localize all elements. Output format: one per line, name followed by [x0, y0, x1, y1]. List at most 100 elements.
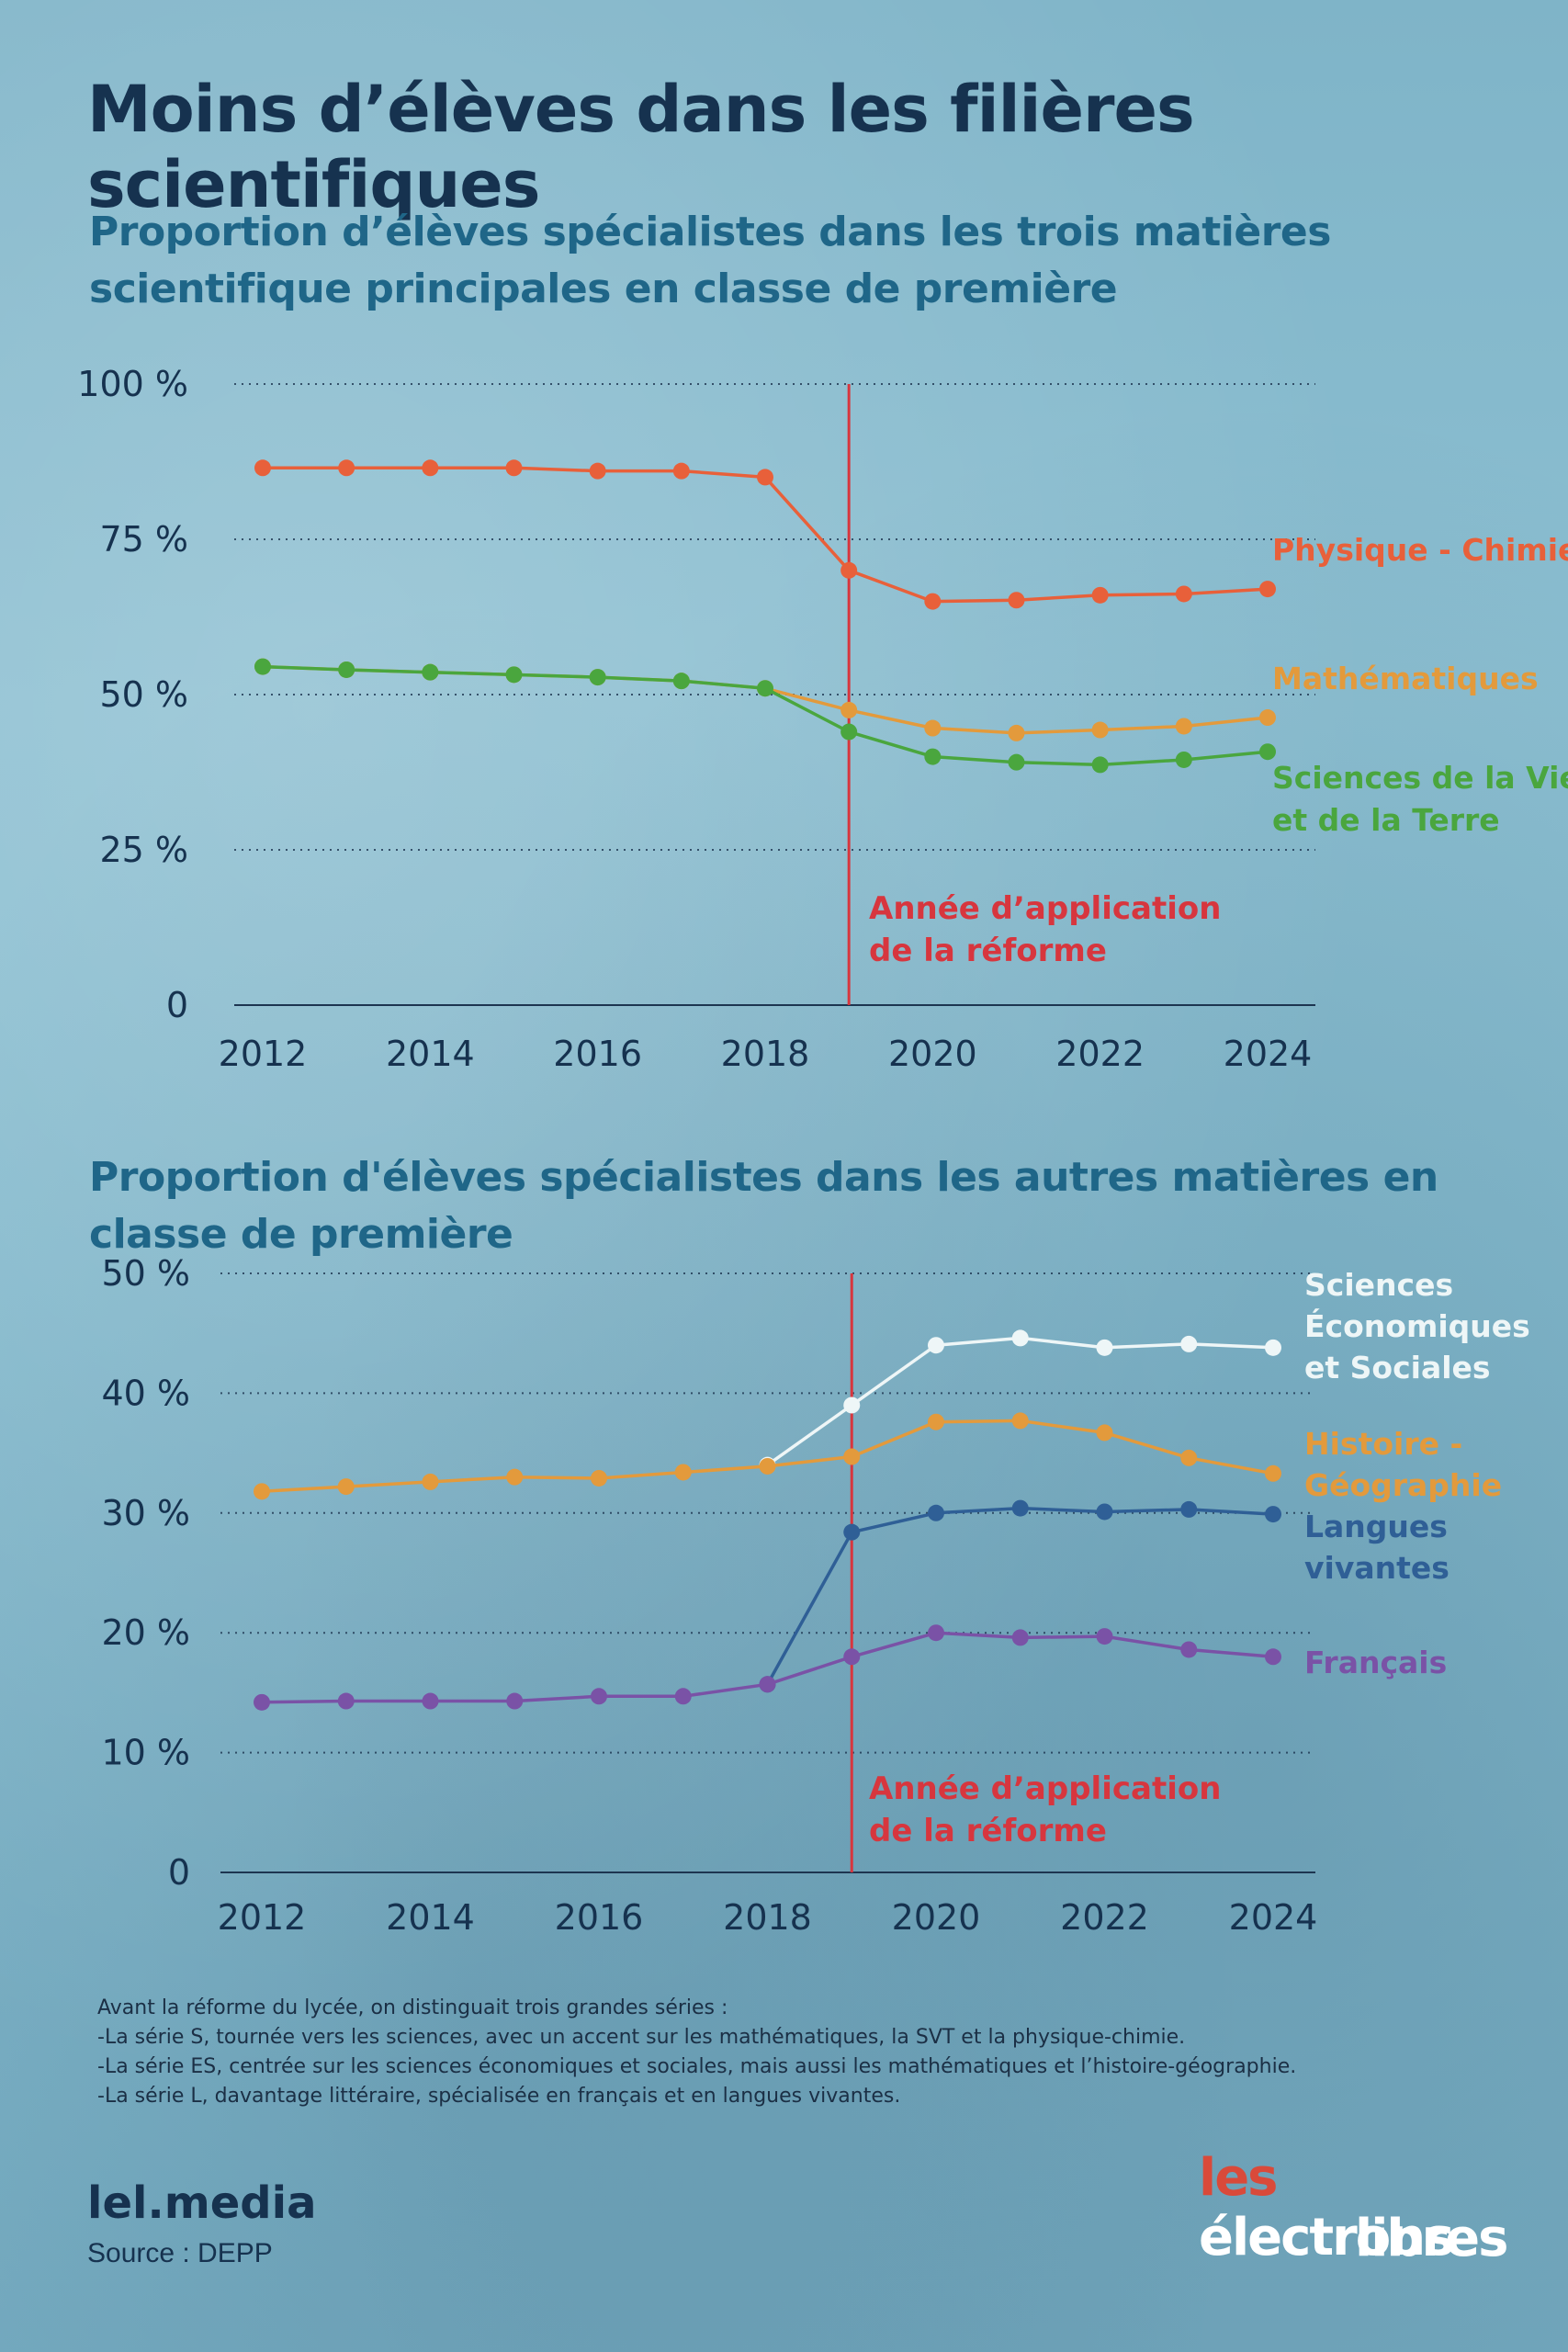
footnote-line: -La série L, davantage littéraire, spéci…	[97, 2085, 901, 2108]
data-point-sciences-de-la-vie-et-de-la-terre	[924, 748, 942, 765]
data-point-francais	[254, 1693, 270, 1711]
data-point-francais	[591, 1688, 607, 1705]
data-point-physique-chimie	[422, 459, 439, 477]
data-point-langues-vivantes	[1180, 1500, 1198, 1518]
data-point-physique-chimie	[1091, 586, 1109, 604]
data-point-histoire-geographie	[422, 1473, 439, 1490]
data-point-sciences-de-la-vie-et-de-la-terre	[589, 669, 606, 686]
reform-annotation-label: de la réforme	[869, 1813, 1107, 1849]
x-tick-label: 2012	[219, 1034, 308, 1074]
data-point-physique-chimie	[589, 462, 606, 480]
series-label-langues-vivantes: vivantes	[1304, 1550, 1450, 1586]
series-label-francais: Français	[1304, 1645, 1447, 1680]
series-label-histoire-geographie: Géographie	[1304, 1467, 1502, 1503]
chart-2-other-subjects: 0 10 % 20 % 30 % 40 % 50 % 2012 2014 2016 2018 202…	[101, 1253, 1530, 1938]
y-tick-label: 20 %	[101, 1612, 190, 1653]
data-point-mathematiques	[1008, 724, 1025, 741]
data-point-langues-vivantes	[843, 1523, 861, 1541]
data-point-sciences-de-la-vie-et-de-la-terre	[672, 673, 690, 690]
data-point-sciences-economiques-et-sociales	[1265, 1339, 1281, 1356]
data-point-sciences-economiques-et-sociales	[1096, 1339, 1113, 1356]
data-point-langues-vivantes	[1265, 1506, 1281, 1523]
x-tick-label: 2014	[386, 1897, 475, 1938]
chart-1-sciences: 0 25 % 50 % 75 % 100 % 2012 2014 2016 2018 2020 20…	[77, 364, 1568, 1074]
logo-word-1: électrons	[1199, 2208, 1454, 2267]
y-tick-label: 25 %	[99, 830, 188, 870]
data-point-physique-chimie	[672, 462, 690, 480]
y-tick-label: 50 %	[99, 674, 188, 715]
x-tick-label: 2022	[1055, 1034, 1145, 1074]
data-point-histoire-geographie	[1265, 1464, 1281, 1482]
y-tick-label: 30 %	[101, 1493, 190, 1533]
data-point-francais	[1180, 1641, 1198, 1658]
x-tick-label: 2018	[721, 1034, 810, 1074]
y-tick-label: 0	[168, 1852, 190, 1893]
series-label-mathematiques: Mathématiques	[1272, 661, 1539, 696]
data-point-physique-chimie	[1008, 592, 1025, 609]
data-point-sciences-de-la-vie-et-de-la-terre	[338, 661, 355, 678]
series-line-sciences-economiques-et-sociales	[766, 1336, 1274, 1467]
source-text: Source : DEPP	[87, 2238, 273, 2268]
y-tick-label: 0	[166, 985, 188, 1025]
series-label-sciences-de-la-vie-et-de-la-terre: Sciences de la Vie	[1272, 760, 1568, 796]
data-point-sciences-economiques-et-sociales	[1180, 1335, 1198, 1352]
data-point-physique-chimie	[254, 459, 271, 477]
y-tick-label: 40 %	[101, 1373, 190, 1413]
footnote-line: Avant la réforme du lycée, on distinguai…	[97, 1996, 728, 2019]
data-point-langues-vivantes	[1011, 1499, 1029, 1517]
data-point-sciences-de-la-vie-et-de-la-terre	[1175, 751, 1192, 768]
logo-prefix: les	[1199, 2148, 1279, 2208]
data-point-physique-chimie	[1259, 581, 1276, 598]
y-tick-label: 100 %	[77, 364, 188, 404]
brand-link[interactable]: lel.media	[87, 2177, 317, 2229]
data-point-sciences-de-la-vie-et-de-la-terre	[1008, 753, 1025, 771]
x-tick-label: 2016	[555, 1897, 644, 1938]
data-point-francais	[1011, 1629, 1029, 1646]
data-point-histoire-geographie	[506, 1468, 524, 1486]
data-point-mathematiques	[1259, 709, 1276, 727]
data-point-physique-chimie	[840, 561, 858, 579]
data-point-mathematiques	[924, 719, 942, 737]
data-point-physique-chimie	[757, 469, 773, 486]
data-point-histoire-geographie	[843, 1448, 861, 1465]
x-tick-label: 2020	[888, 1034, 977, 1074]
footnote-line: -La série ES, centrée sur les sciences é…	[97, 2055, 1297, 2078]
x-tick-label: 2022	[1060, 1897, 1149, 1938]
data-point-sciences-de-la-vie-et-de-la-terre	[254, 658, 271, 675]
data-point-histoire-geographie	[337, 1478, 355, 1496]
data-point-sciences-economiques-et-sociales	[843, 1396, 861, 1414]
data-point-sciences-de-la-vie-et-de-la-terre	[757, 680, 773, 697]
data-point-physique-chimie	[1175, 585, 1192, 603]
data-point-sciences-economiques-et-sociales	[1011, 1329, 1029, 1347]
series-line-physique-chimie	[263, 466, 1269, 604]
data-point-sciences-de-la-vie-et-de-la-terre	[505, 666, 523, 684]
reform-annotation-label: Année d’application	[869, 1770, 1221, 1807]
chart-1-title: Proportion d’élèves spécialistes dans le…	[89, 209, 1331, 312]
data-point-physique-chimie	[338, 459, 355, 477]
series-line-mathematiques	[262, 664, 1269, 735]
data-point-mathematiques	[1175, 718, 1192, 735]
data-point-histoire-geographie	[1096, 1424, 1113, 1442]
series-label-histoire-geographie: Histoire -	[1304, 1426, 1462, 1462]
series-label-sciences-economiques-et-sociales: Économiques	[1304, 1307, 1530, 1344]
data-point-francais	[337, 1692, 355, 1710]
data-point-francais	[928, 1624, 944, 1642]
chart-2-title: Proportion d'élèves spécialistes dans le…	[89, 1154, 1438, 1258]
x-tick-label: 2018	[723, 1897, 812, 1938]
data-point-physique-chimie	[924, 593, 942, 610]
data-point-sciences-de-la-vie-et-de-la-terre	[422, 663, 439, 681]
y-tick-label: 10 %	[101, 1733, 190, 1773]
y-tick-label: 50 %	[101, 1253, 190, 1294]
y-tick-label: 75 %	[99, 519, 188, 560]
footnote-line: -La série S, tournée vers les sciences, …	[97, 2026, 1186, 2049]
data-point-physique-chimie	[505, 459, 523, 477]
data-point-langues-vivantes	[1096, 1503, 1113, 1521]
x-tick-label: 2020	[892, 1897, 981, 1938]
x-tick-label: 2012	[218, 1897, 307, 1938]
data-point-histoire-geographie	[254, 1483, 270, 1500]
data-point-histoire-geographie	[759, 1457, 776, 1475]
series-label-sciences-de-la-vie-et-de-la-terre: et de la Terre	[1272, 802, 1500, 838]
series-label-sciences-economiques-et-sociales: Sciences	[1304, 1267, 1453, 1303]
data-point-francais	[1096, 1628, 1113, 1645]
